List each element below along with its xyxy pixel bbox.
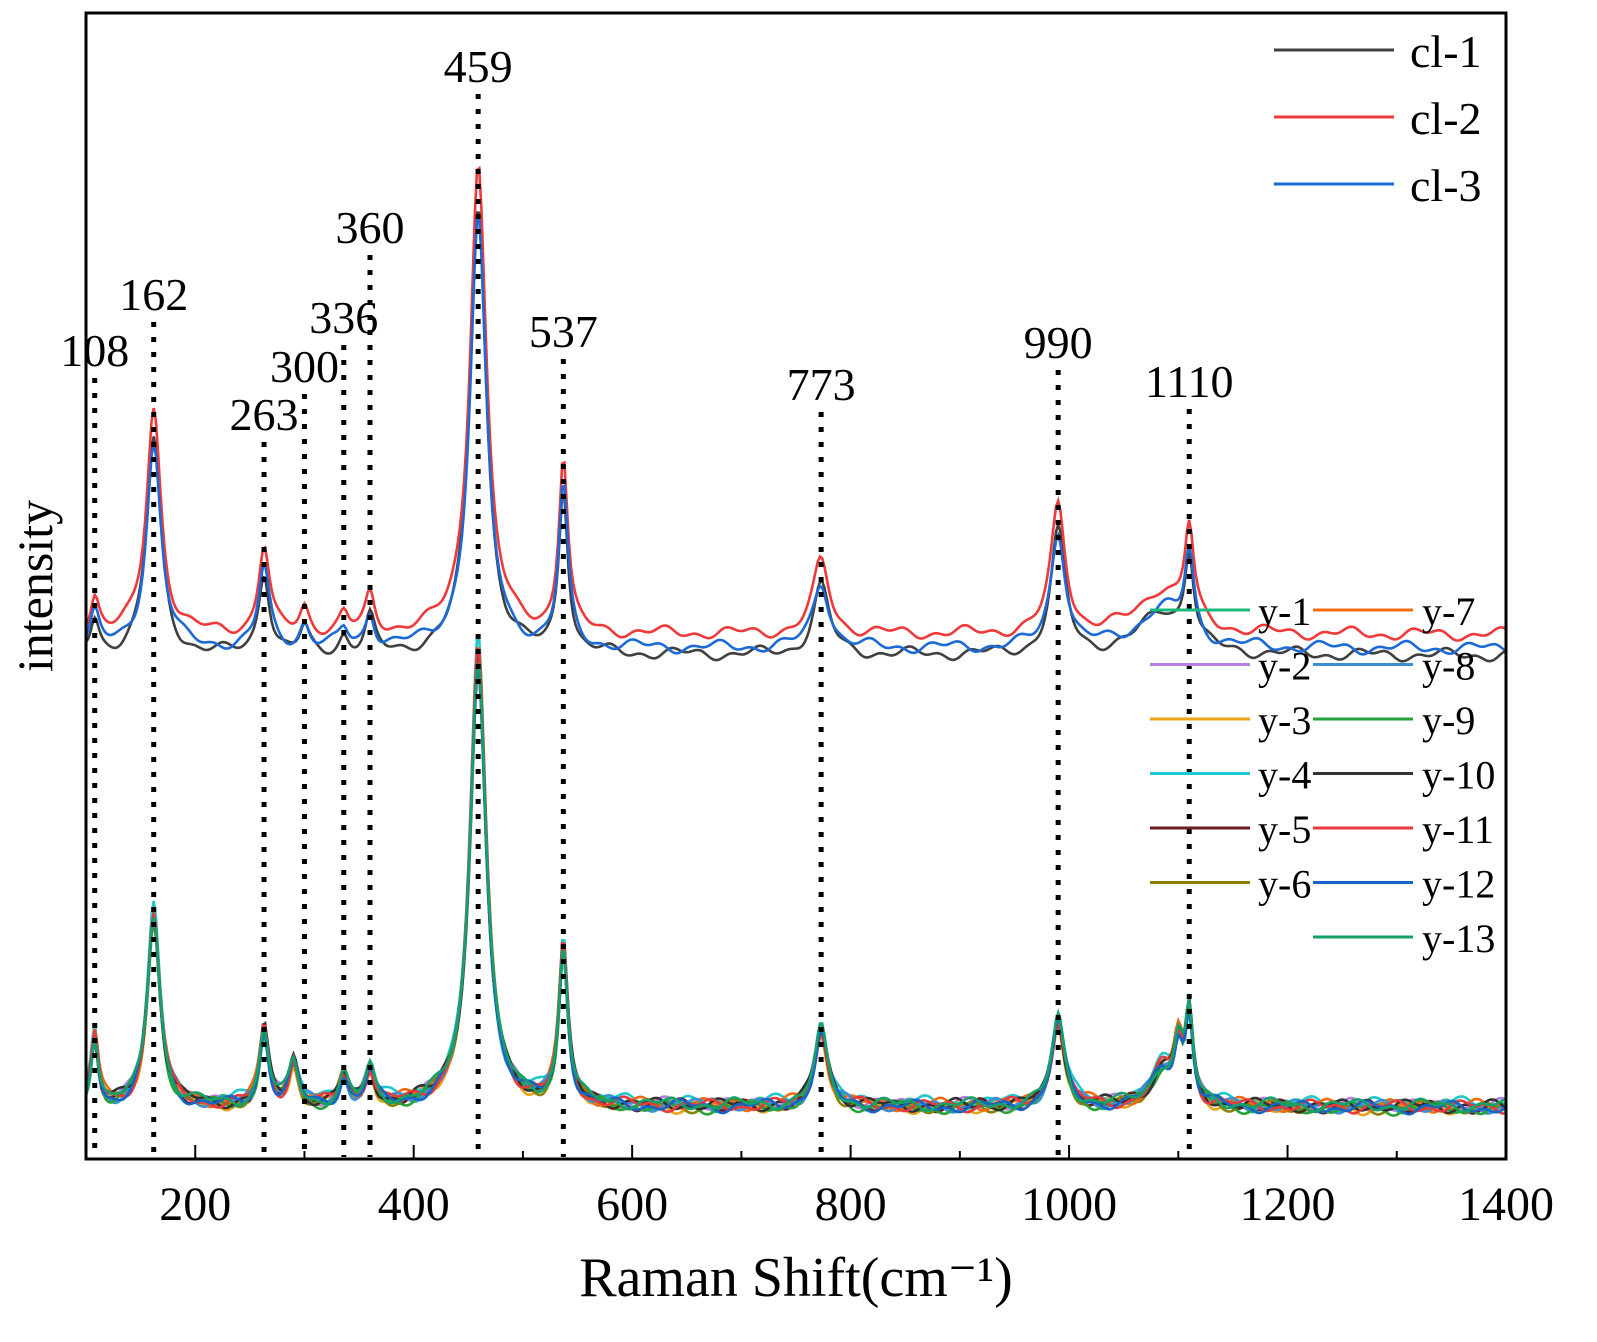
peak-label-360: 360: [336, 202, 405, 253]
peak-label-162: 162: [119, 269, 188, 320]
peak-label-263: 263: [230, 389, 299, 440]
legend-label-y-8: y-8: [1422, 644, 1475, 689]
legend-cl: cl-1 cl-2 cl-3: [1274, 26, 1482, 211]
peak-label-773: 773: [787, 359, 856, 410]
legend-label-y-4: y-4: [1258, 753, 1311, 798]
legend-label-y-1: y-1: [1258, 589, 1311, 634]
series-line-cl-2: [84, 165, 1507, 642]
peak-label-1110: 1110: [1145, 356, 1234, 407]
x-tick-label: 200: [159, 1178, 231, 1231]
x-tick-label: 1200: [1240, 1178, 1336, 1231]
y-axis-label: intensity: [7, 500, 63, 672]
legend-label-y-12: y-12: [1422, 862, 1495, 907]
legend-label-cl-3: cl-3: [1410, 160, 1482, 211]
legend-label-y-10: y-10: [1422, 753, 1495, 798]
series-line-y-13: [84, 663, 1507, 1114]
legend-label-y-5: y-5: [1258, 807, 1311, 852]
legend-label-y-11: y-11: [1422, 807, 1494, 852]
peak-label-990: 990: [1024, 317, 1093, 368]
peak-label-336: 336: [309, 292, 378, 343]
peak-label-300: 300: [270, 341, 339, 392]
legend-label-y-7: y-7: [1422, 589, 1475, 634]
series-line-y-12: [84, 668, 1507, 1116]
legend-label-y-6: y-6: [1258, 862, 1311, 907]
peak-label-108: 108: [60, 325, 129, 376]
legend-label-y-13: y-13: [1422, 916, 1495, 961]
series-layer: [84, 165, 1507, 1117]
legend-label-cl-1: cl-1: [1410, 26, 1482, 77]
peak-guide-lines: [92, 94, 1192, 1157]
plot-frame: [84, 11, 1508, 1161]
peak-label-459: 459: [444, 41, 513, 92]
legend-label-y-2: y-2: [1258, 644, 1311, 689]
legend-label-y-9: y-9: [1422, 698, 1475, 743]
x-axis: 200 400 600 800 1000 1200 1400: [85, 1145, 1554, 1231]
x-tick-label: 400: [378, 1178, 450, 1231]
x-tick-label: 1400: [1458, 1178, 1554, 1231]
peak-label-537: 537: [529, 306, 598, 357]
x-tick-label: 800: [815, 1178, 887, 1231]
series-line-cl-1: [84, 211, 1507, 663]
legend-label-cl-2: cl-2: [1410, 93, 1482, 144]
legend-label-y-3: y-3: [1258, 698, 1311, 743]
x-tick-label: 600: [596, 1178, 668, 1231]
x-tick-label: 1000: [1021, 1178, 1117, 1231]
x-axis-label: Raman Shift(cm⁻¹): [579, 1247, 1013, 1309]
series-line-cl-3: [84, 215, 1507, 656]
legend-y: y-1 y-2 y-3 y-4 y-5 y-6 y-7 y-8 y-9 y-10 y-11 y-12 y…: [1150, 589, 1495, 961]
